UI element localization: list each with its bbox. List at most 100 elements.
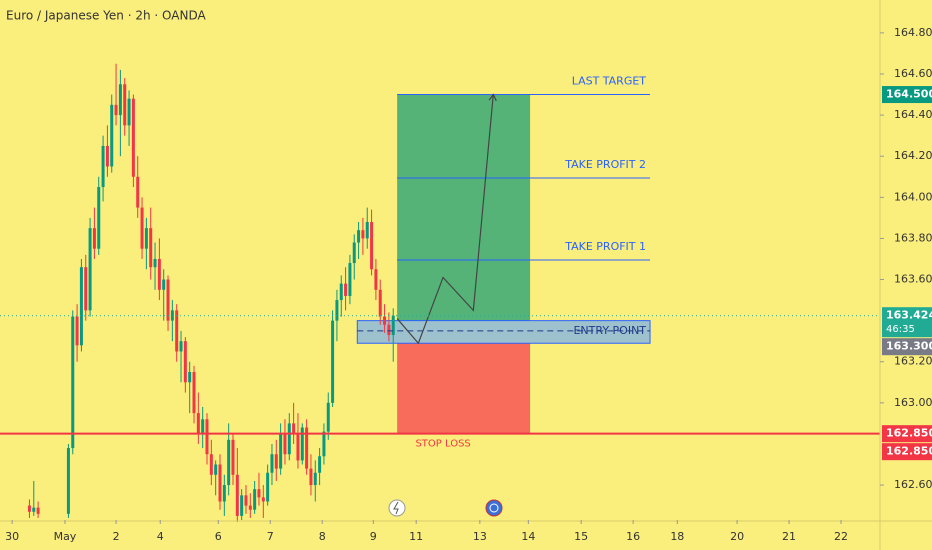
y-tick-label: 164.200 [894, 149, 932, 162]
candle-body [391, 315, 395, 336]
candle-body [188, 372, 192, 383]
event-icon[interactable] [485, 499, 503, 517]
y-tick-label: 163.000 [894, 396, 932, 409]
candle-body [201, 419, 205, 434]
candle-body [270, 454, 274, 473]
candle-body [75, 316, 79, 346]
candle-body [192, 372, 196, 414]
candle-body [110, 104, 114, 167]
price-tag [882, 425, 932, 443]
x-tick-label: 2 [113, 530, 120, 543]
y-tick-label: 163.200 [894, 355, 932, 368]
candle-body [279, 433, 283, 469]
candle-body [114, 104, 118, 116]
candle-body [27, 505, 31, 512]
zone [356, 320, 651, 344]
price-tag-timer: 46:35 [886, 324, 915, 335]
x-tick-label: 11 [409, 530, 423, 543]
candle-body [352, 242, 356, 264]
x-tick-label: 6 [215, 530, 222, 543]
candle-body [313, 472, 317, 486]
candle-body [348, 263, 352, 296]
candle-body [71, 316, 75, 449]
candle-body [127, 98, 131, 126]
x-tick-label: 20 [730, 530, 744, 543]
level-label: STOP LOSS [415, 439, 470, 450]
level-label: TAKE PROFIT 2 [564, 158, 646, 171]
candle-body [244, 495, 248, 506]
candle-body [227, 439, 231, 486]
candle-body [253, 489, 257, 510]
candle-body [309, 468, 313, 486]
price-tag-label: 162.850 [886, 445, 932, 458]
candle-body [162, 279, 166, 290]
y-tick-label: 164.600 [894, 67, 932, 80]
candle-body [179, 341, 183, 352]
x-tick-label: 18 [670, 530, 684, 543]
candle-body [97, 187, 101, 249]
candle-body [331, 320, 335, 403]
price-tag [882, 307, 932, 338]
candle-body [209, 454, 213, 475]
candle-body [344, 283, 348, 296]
price-tag-label: 164.500 [886, 88, 932, 101]
x-tick-label: 22 [834, 530, 848, 543]
candle-body [283, 433, 287, 455]
candle-body [32, 507, 36, 512]
x-tick-label: 30 [5, 530, 19, 543]
candle-body [292, 423, 296, 434]
y-tick-label: 164.000 [894, 190, 932, 203]
candle-body [339, 283, 343, 301]
candle-body [36, 507, 40, 514]
x-tick-label: 21 [782, 530, 796, 543]
candle-body [300, 427, 304, 461]
y-tick-label: 163.800 [894, 231, 932, 244]
y-tick-label: 163.600 [894, 273, 932, 286]
candle-body [383, 316, 387, 325]
candle-body [196, 413, 200, 434]
x-tick-label: 16 [626, 530, 640, 543]
candle-body [149, 228, 153, 268]
price-tag [882, 338, 932, 356]
candle-body [287, 423, 291, 455]
candle-body [92, 228, 96, 249]
candle-body [378, 289, 382, 317]
candle-body [387, 324, 391, 336]
level-label: ENTRY POINT [573, 324, 646, 337]
candle-body [166, 279, 170, 321]
candle-body [84, 267, 88, 311]
candle-body [257, 489, 261, 498]
candle-body [183, 341, 187, 383]
candle-body [131, 98, 135, 177]
chart-title: Euro / Japanese Yen · 2h · OANDA [6, 9, 206, 23]
x-tick-label: 9 [370, 530, 377, 543]
plot: LAST TARGET TAKE PROFIT 2 TAKE PROFIT 1 ENT… [0, 63, 880, 523]
x-tick-label: 14 [521, 530, 535, 543]
x-tick-label: 8 [319, 530, 326, 543]
candle-body [274, 454, 278, 469]
candle-body [101, 145, 105, 188]
candle-body [153, 258, 157, 268]
candle-body [266, 472, 270, 502]
event-icon[interactable] [388, 499, 406, 517]
price-tag-label: 163.424 [886, 309, 932, 322]
candle-body [66, 448, 70, 514]
candle-body [248, 505, 252, 510]
candle-body [235, 474, 239, 516]
candle-body [240, 495, 244, 516]
candle-body [214, 464, 218, 475]
candle-body [218, 464, 222, 502]
candle-body [231, 439, 235, 475]
y-tick-label: 164.400 [894, 108, 932, 121]
price-tag [882, 86, 932, 104]
projection-path [396, 94, 494, 345]
candle-body [370, 221, 374, 270]
candle-body [88, 228, 92, 311]
candle-body [222, 485, 226, 502]
candle-body [326, 402, 330, 432]
x-tick-label: May [54, 530, 77, 543]
arrow-head [488, 93, 497, 102]
level-label: LAST TARGET [572, 75, 647, 88]
candle-body [318, 456, 322, 473]
